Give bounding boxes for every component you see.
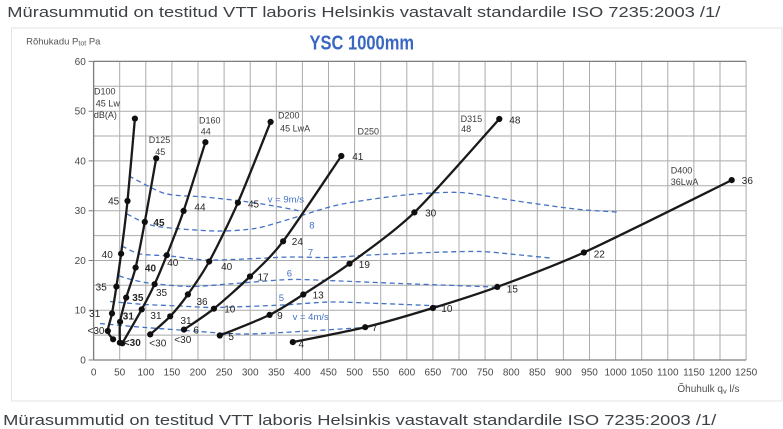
svg-text:31: 31 <box>181 316 193 327</box>
svg-text:31: 31 <box>89 309 101 320</box>
svg-text:300: 300 <box>242 367 259 378</box>
svg-text:8: 8 <box>309 220 314 231</box>
svg-text:Mürasummutid on testitud VTT l: Mürasummutid on testitud VTT laboris Hel… <box>7 5 721 21</box>
svg-text:24: 24 <box>292 237 304 248</box>
svg-text:0: 0 <box>91 367 97 378</box>
svg-text:1150: 1150 <box>683 367 705 378</box>
svg-text:41: 41 <box>352 152 364 163</box>
svg-text:250: 250 <box>216 367 233 378</box>
svg-text:36LwA: 36LwA <box>671 177 699 187</box>
svg-text:4: 4 <box>299 339 305 350</box>
svg-text:44: 44 <box>194 203 206 214</box>
svg-text:D100: D100 <box>94 87 116 97</box>
svg-text:36: 36 <box>742 176 754 187</box>
svg-text:6: 6 <box>193 326 199 337</box>
svg-text:20: 20 <box>75 256 87 267</box>
svg-text:40: 40 <box>145 264 157 275</box>
svg-text:dB(A): dB(A) <box>94 110 117 120</box>
svg-text:19: 19 <box>359 260 371 271</box>
svg-text:60: 60 <box>75 57 87 68</box>
svg-text:10: 10 <box>75 306 87 317</box>
svg-text:10: 10 <box>441 304 453 315</box>
svg-text:D125: D125 <box>149 135 171 145</box>
svg-text:9: 9 <box>277 311 283 322</box>
svg-text:45: 45 <box>108 197 120 208</box>
svg-text:40: 40 <box>75 156 87 167</box>
svg-text:<30: <30 <box>88 326 105 337</box>
svg-text:Õhuhulk qv l/s: Õhuhulk qv l/s <box>677 382 739 396</box>
svg-text:5: 5 <box>279 293 284 304</box>
svg-text:1250: 1250 <box>735 367 758 378</box>
svg-text:1100: 1100 <box>657 367 679 378</box>
svg-text:5: 5 <box>228 332 234 343</box>
svg-text:17: 17 <box>258 273 270 284</box>
svg-text:15: 15 <box>507 285 519 296</box>
svg-text:1000: 1000 <box>604 367 627 378</box>
svg-text:45: 45 <box>153 218 165 229</box>
svg-text:40: 40 <box>167 258 179 269</box>
svg-text:800: 800 <box>503 367 520 378</box>
svg-text:<30: <30 <box>149 338 166 349</box>
svg-text:44: 44 <box>201 126 211 136</box>
svg-text:45 LwA: 45 LwA <box>280 124 310 134</box>
svg-text:22: 22 <box>594 250 606 261</box>
svg-text:<30: <30 <box>174 335 191 346</box>
svg-text:1200: 1200 <box>709 367 732 378</box>
svg-text:600: 600 <box>398 367 415 378</box>
svg-text:550: 550 <box>372 367 389 378</box>
svg-text:Mürasummutid on testitud VTT l: Mürasummutid on testitud VTT laboris Hel… <box>3 413 717 429</box>
svg-text:D200: D200 <box>278 111 300 121</box>
svg-text:500: 500 <box>346 367 363 378</box>
svg-text:0: 0 <box>80 356 86 367</box>
svg-text:45: 45 <box>248 200 260 211</box>
svg-text:700: 700 <box>451 367 468 378</box>
svg-text:v = 4m/s: v = 4m/s <box>293 312 329 323</box>
svg-text:850: 850 <box>529 367 546 378</box>
svg-text:10: 10 <box>224 304 236 315</box>
svg-text:D400: D400 <box>671 166 693 176</box>
svg-text:40: 40 <box>221 262 233 273</box>
svg-text:950: 950 <box>581 367 598 378</box>
svg-text:7: 7 <box>372 323 378 334</box>
svg-text:350: 350 <box>268 367 285 378</box>
svg-text:31: 31 <box>123 312 135 323</box>
svg-text:100: 100 <box>137 367 154 378</box>
svg-text:35: 35 <box>156 288 168 299</box>
svg-text:200: 200 <box>190 367 207 378</box>
svg-text:450: 450 <box>320 367 337 378</box>
svg-text:D160: D160 <box>199 115 221 125</box>
svg-text:50: 50 <box>114 367 126 378</box>
svg-text:6: 6 <box>287 269 292 280</box>
svg-text:900: 900 <box>555 367 572 378</box>
svg-text:D250: D250 <box>358 127 380 137</box>
svg-text:D315: D315 <box>461 114 483 124</box>
svg-text:Rõhukadu Ptot Pa: Rõhukadu Ptot Pa <box>26 36 101 47</box>
svg-text:400: 400 <box>294 367 311 378</box>
svg-text:30: 30 <box>75 206 87 217</box>
svg-text:150: 150 <box>164 367 181 378</box>
svg-text:YSC 1000mm: YSC 1000mm <box>310 32 415 54</box>
svg-text:50: 50 <box>75 107 87 118</box>
svg-text:31: 31 <box>150 311 162 322</box>
svg-text:45 Lw: 45 Lw <box>96 98 121 108</box>
svg-text:13: 13 <box>313 291 325 302</box>
svg-text:35: 35 <box>132 293 144 304</box>
svg-text:36: 36 <box>197 297 209 308</box>
svg-text:30: 30 <box>425 209 437 220</box>
svg-text:7: 7 <box>308 247 313 258</box>
svg-text:650: 650 <box>425 367 442 378</box>
svg-text:48: 48 <box>461 124 471 134</box>
svg-text:45: 45 <box>155 147 165 157</box>
svg-text:<30: <30 <box>124 338 141 349</box>
svg-text:1050: 1050 <box>631 367 654 378</box>
svg-text:v = 9m/s: v = 9m/s <box>268 195 304 206</box>
svg-text:35: 35 <box>96 282 108 293</box>
svg-text:750: 750 <box>477 367 494 378</box>
svg-text:40: 40 <box>102 250 114 261</box>
svg-text:48: 48 <box>509 115 521 126</box>
